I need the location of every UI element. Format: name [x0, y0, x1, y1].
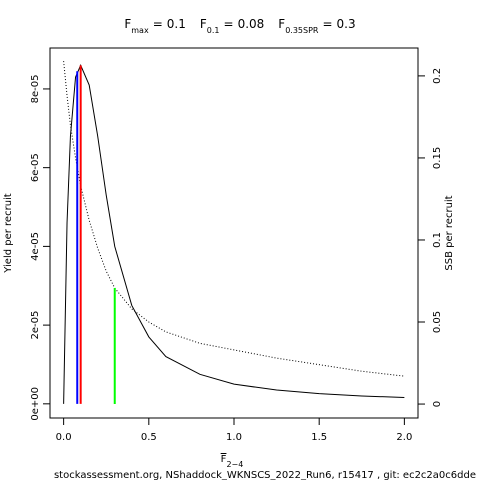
x-axis-label: F2−4	[221, 454, 244, 469]
y2-tick-label: 0.15	[432, 147, 443, 169]
title-subscript: 0.1	[207, 26, 220, 35]
x-tick-label: 0.5	[141, 432, 157, 443]
title-relation: =	[153, 17, 163, 31]
y2-tick-label: 0.05	[432, 311, 443, 333]
x-tick-label: 2.0	[396, 432, 412, 443]
y-tick-label: 6e-05	[30, 153, 41, 182]
y2-tick-label: 0.2	[432, 68, 443, 84]
title-subscript: 0.35SPR	[285, 26, 319, 35]
y-tick-label: 8e-05	[30, 75, 41, 104]
plot-frame	[49, 47, 419, 419]
x-tick-label: 1.5	[311, 432, 327, 443]
chart-title: Fmax = 0.1 F0.1 = 0.08 F0.35SPR = 0.3	[124, 17, 355, 35]
x-tick-label: 0.0	[56, 432, 72, 443]
title-relation: =	[322, 17, 332, 31]
y-tick-label: 4e-05	[30, 232, 41, 261]
y2-axis-label: SSB per recruit	[444, 195, 455, 270]
y-tick-label: 0e+00	[30, 387, 41, 421]
footer: stockassessment.org, NShaddock_WKNSCS_20…	[54, 470, 476, 480]
series-line	[63, 61, 405, 377]
x-axis-symbol: F	[221, 454, 227, 465]
title-value: 0.1	[167, 17, 186, 31]
title-subscript: max	[131, 26, 149, 35]
x-axis-subscript: 2−4	[226, 460, 243, 469]
title-relation: =	[224, 17, 234, 31]
y-tick-label: 2e-05	[30, 311, 41, 340]
title-value: 0.08	[238, 17, 265, 31]
y-axis-label: Yield per recruit	[3, 193, 14, 274]
x-tick-label: 1.0	[226, 432, 242, 443]
y2-tick-label: 0.1	[432, 232, 443, 248]
title-symbol: F	[200, 17, 207, 31]
y2-tick-label: 0	[432, 401, 443, 407]
title-value: 0.3	[337, 17, 356, 31]
series-line	[63, 64, 405, 404]
title-symbol: F	[278, 17, 285, 31]
title-symbol: F	[124, 17, 131, 31]
